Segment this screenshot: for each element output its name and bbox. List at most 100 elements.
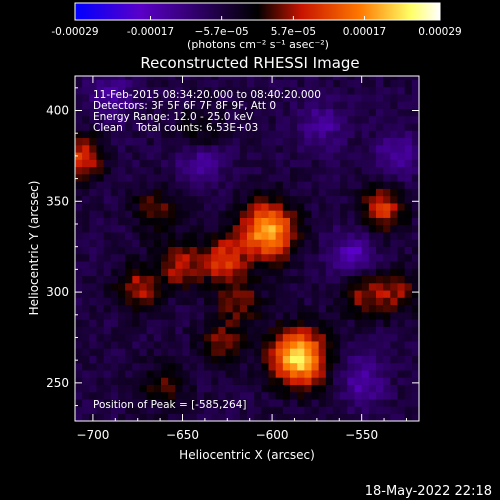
heatmap-cell [333, 94, 341, 102]
heatmap-cell [161, 268, 169, 277]
heatmap-cell [139, 181, 147, 189]
heatmap-cell [161, 123, 169, 131]
heatmap-cell [261, 217, 269, 226]
heatmap-cell [110, 355, 119, 364]
heatmap-cell [118, 290, 126, 298]
heatmap-cell [268, 115, 276, 124]
heatmap-cell [254, 355, 262, 364]
heatmap-cell [333, 123, 341, 131]
heatmap-cell [110, 253, 119, 262]
heatmap-cell [411, 217, 419, 226]
heatmap-cell [368, 362, 377, 371]
heatmap-cell [132, 79, 140, 88]
heatmap-cell [146, 137, 155, 146]
heatmap-cell [82, 275, 90, 284]
heatmap-cell [376, 174, 384, 182]
heatmap-cell [218, 145, 226, 153]
heatmap-cell [368, 232, 377, 240]
heatmap-cell [347, 239, 355, 247]
heatmap-cell [232, 333, 241, 342]
heatmap-cell [397, 391, 405, 400]
heatmap-cell [103, 108, 112, 117]
heatmap-cell [89, 108, 97, 117]
heatmap-cell [218, 115, 226, 124]
heatmap-cell [196, 246, 205, 255]
heatmap-cell [139, 413, 147, 421]
heatmap-cell [239, 319, 248, 327]
heatmap-cell [275, 283, 284, 291]
heatmap-cell [82, 268, 90, 277]
heatmap-cell [376, 246, 384, 255]
heatmap-cell [411, 224, 419, 233]
heatmap-cell [354, 181, 362, 189]
heatmap-cell [411, 181, 419, 189]
heatmap-cell [118, 370, 126, 378]
heatmap-cell [189, 115, 198, 124]
heatmap-cell [110, 283, 119, 291]
heatmap-cell [340, 283, 348, 291]
heatmap-cell [333, 312, 341, 320]
heatmap-cell [196, 304, 205, 313]
heatmap-cell [275, 217, 284, 226]
heatmap-cell [110, 130, 119, 139]
heatmap-cell [96, 217, 104, 226]
heatmap-cell [304, 246, 312, 255]
heatmap-cell [139, 275, 147, 284]
heatmap-cell [146, 312, 155, 320]
heatmap-cell [103, 399, 112, 407]
heatmap-cell [232, 355, 241, 364]
heatmap-cell [354, 101, 362, 109]
heatmap-cell [404, 174, 413, 182]
heatmap-cell [225, 123, 233, 131]
heatmap-cell [340, 137, 348, 146]
heatmap-cell [175, 341, 183, 349]
heatmap-cell [232, 290, 241, 298]
heatmap-cell [239, 297, 248, 306]
heatmap-cell [125, 275, 133, 284]
heatmap-cell [261, 130, 269, 139]
heatmap-cell [96, 362, 104, 371]
heatmap-cell [261, 166, 269, 175]
heatmap-cell [96, 341, 104, 349]
heatmap-cell [132, 377, 140, 385]
heatmap-cell [146, 253, 155, 262]
heatmap-cell [82, 137, 90, 146]
heatmap-cell [376, 181, 384, 189]
heatmap-cell [211, 246, 219, 255]
heatmap-cell [196, 101, 205, 109]
heatmap-cell [311, 377, 319, 385]
heatmap-cell [297, 355, 305, 364]
heatmap-cell [376, 312, 384, 320]
heatmap-cell [347, 76, 355, 80]
heatmap-cell [325, 188, 334, 197]
heatmap-cell [146, 115, 155, 124]
heatmap-cell [318, 210, 327, 218]
heatmap-cell [340, 76, 348, 80]
heatmap-cell [218, 239, 226, 247]
heatmap-cell [168, 239, 176, 247]
heatmap-cell [103, 123, 112, 131]
heatmap-cell [361, 355, 370, 364]
heatmap-cell [225, 224, 233, 233]
annotation-energy-range: Energy Range: 12.0 - 25.0 keV [93, 111, 254, 123]
heatmap-cell [110, 94, 119, 102]
heatmap-cell [103, 246, 112, 255]
heatmap-cell [146, 224, 155, 233]
heatmap-cell [82, 166, 90, 175]
heatmap-cell [161, 79, 169, 88]
heatmap-cell [218, 86, 226, 95]
heatmap-cell [254, 370, 262, 378]
heatmap-cell [325, 399, 334, 407]
heatmap-cell [161, 210, 169, 218]
heatmap-cell [397, 232, 405, 240]
heatmap-cell [189, 232, 198, 240]
heatmap-cell [125, 181, 133, 189]
heatmap-cell [232, 232, 241, 240]
heatmap-cell [376, 86, 384, 95]
heatmap-cell [411, 145, 419, 153]
heatmap-cell [376, 290, 384, 298]
heatmap-cell [347, 384, 355, 393]
heatmap-cell [304, 319, 312, 327]
heatmap-cell [168, 275, 176, 284]
